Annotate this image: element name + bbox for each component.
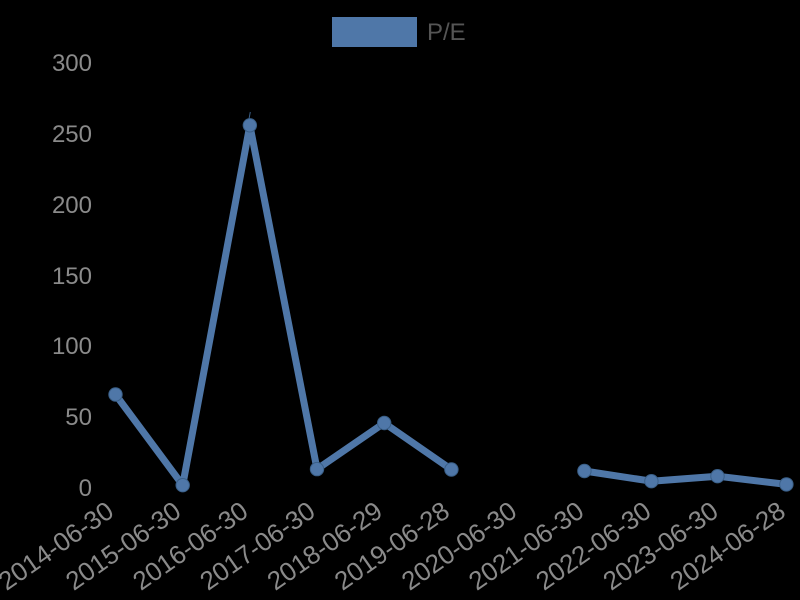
svg-text:P/E: P/E (427, 19, 466, 46)
svg-text:250: 250 (52, 121, 92, 148)
svg-text:200: 200 (52, 192, 92, 219)
svg-text:100: 100 (52, 333, 92, 360)
svg-text:150: 150 (52, 263, 92, 290)
svg-text:50: 50 (65, 404, 92, 431)
svg-text:300: 300 (52, 50, 92, 77)
svg-text:0: 0 (79, 475, 92, 502)
